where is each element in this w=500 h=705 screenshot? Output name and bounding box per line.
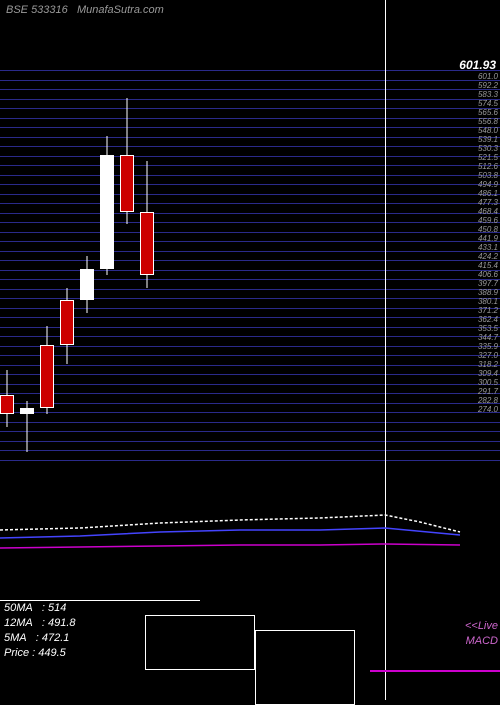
- bottom-magenta-line: [370, 670, 500, 672]
- bottom-panel: 50MA : 51412MA : 491.85MA : 472.1Price :…: [0, 580, 500, 700]
- ticker-label: BSE 533316: [6, 4, 68, 16]
- live-label: <<Live: [465, 620, 498, 632]
- macd-label: MACD: [466, 635, 498, 647]
- chart-header: BSE 533316 MunafaSutra.com: [6, 4, 164, 16]
- box-1: [145, 615, 255, 670]
- indicator-panel: [0, 490, 500, 580]
- info-line: 50MA : 514: [4, 601, 200, 616]
- top-price-label: 601.93: [459, 58, 496, 72]
- source-label: MunafaSutra.com: [77, 4, 164, 16]
- horizontal-grid: [0, 60, 500, 490]
- main-candlestick-chart: [0, 60, 500, 490]
- price-axis-labels: 601.0592.2583.3574.5565.6556.8548.0539.1…: [478, 72, 498, 414]
- box-2: [255, 630, 355, 705]
- indicator-lines: [0, 490, 500, 580]
